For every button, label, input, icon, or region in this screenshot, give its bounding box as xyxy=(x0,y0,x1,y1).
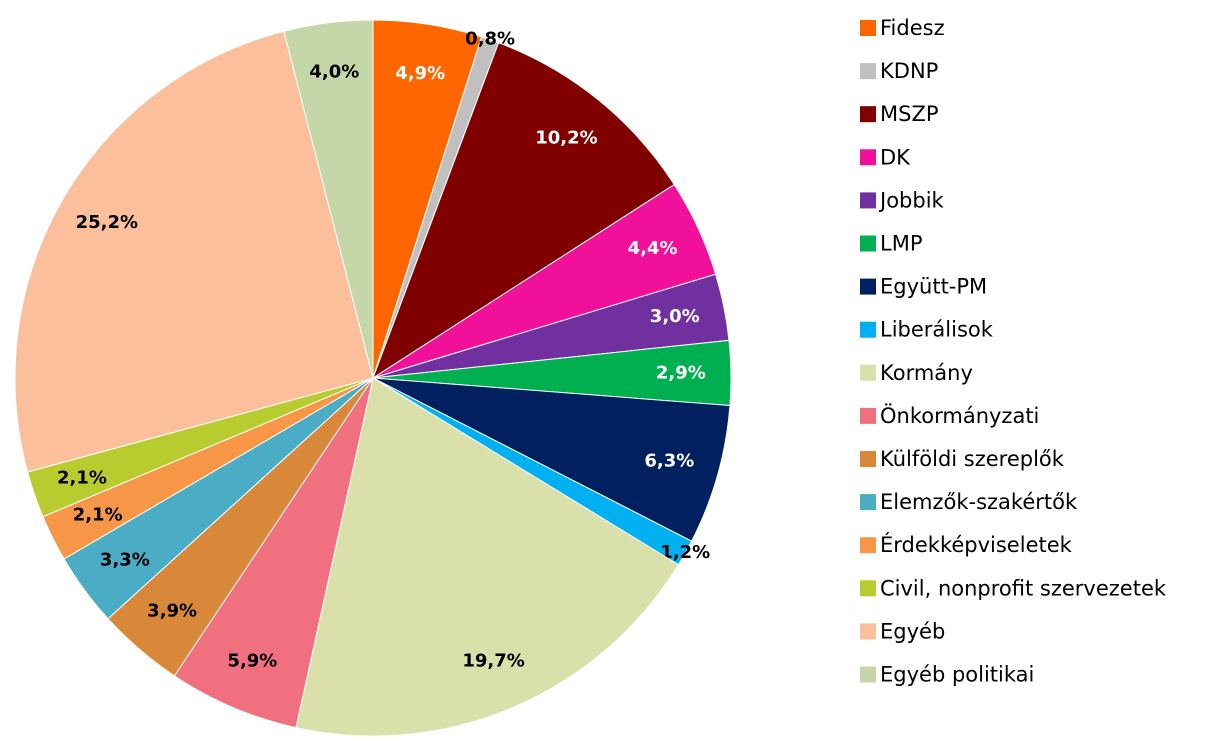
data-label: 2,9% xyxy=(656,363,706,384)
data-label: 2,1% xyxy=(73,505,123,526)
legend-label: Külföldi szereplők xyxy=(880,447,1065,471)
legend-label: Egyéb politikai xyxy=(880,663,1034,687)
legend-swatch xyxy=(860,278,876,295)
legend-label: LMP xyxy=(880,232,922,256)
data-label: 3,0% xyxy=(650,306,700,327)
legend-label: Elemzők-szakértők xyxy=(880,490,1078,514)
data-label: 4,9% xyxy=(395,63,445,84)
legend-label: Jobbik xyxy=(878,188,945,212)
legend-label: Liberálisok xyxy=(880,318,994,342)
data-label: 1,2% xyxy=(660,542,710,563)
data-label: 3,9% xyxy=(147,600,197,621)
data-label: 25,2% xyxy=(76,212,138,233)
legend-label: MSZP xyxy=(880,102,939,126)
legend-label: Civil, nonprofit szervezetek xyxy=(880,576,1167,600)
legend-label: Érdekképviseletek xyxy=(880,532,1073,557)
pie-slice xyxy=(283,19,374,379)
legend-swatch xyxy=(860,537,876,554)
legend-label: DK xyxy=(880,145,911,169)
legend-label: Együtt-PM xyxy=(880,275,987,299)
data-label: 4,4% xyxy=(628,238,678,259)
legend-swatch xyxy=(860,407,876,424)
legend-label: Kormány xyxy=(880,361,973,385)
pie-slice xyxy=(173,377,374,729)
legend-swatch xyxy=(860,666,876,683)
data-label: 2,1% xyxy=(57,467,107,488)
data-label: 6,3% xyxy=(644,451,694,472)
legend-swatch xyxy=(860,20,876,36)
pie-slice xyxy=(14,30,374,473)
legend-swatch xyxy=(860,451,876,467)
legend-swatch xyxy=(860,364,876,381)
legend-swatch xyxy=(860,494,876,511)
data-label: 3,3% xyxy=(100,549,150,570)
pie-slice xyxy=(372,377,731,542)
legend-label: Önkormányzati xyxy=(880,403,1039,428)
legend-swatch xyxy=(860,623,876,640)
pie-slice xyxy=(295,377,680,737)
pie-slice xyxy=(372,42,675,380)
data-label: 5,9% xyxy=(227,650,277,671)
data-label: 4,0% xyxy=(309,62,359,83)
legend-label: Fidesz xyxy=(880,16,945,40)
legend-swatch xyxy=(860,149,876,166)
legend-swatch xyxy=(860,235,876,252)
legend-swatch xyxy=(860,321,876,338)
legend-label: KDNP xyxy=(880,59,938,83)
data-label: 10,2% xyxy=(535,127,597,148)
legend-swatch xyxy=(860,106,876,123)
data-label: 19,7% xyxy=(462,650,524,671)
legend-swatch xyxy=(860,63,876,80)
legend-swatch xyxy=(860,192,876,209)
legend-swatch xyxy=(860,580,876,597)
legend-label: Egyéb xyxy=(880,619,945,643)
